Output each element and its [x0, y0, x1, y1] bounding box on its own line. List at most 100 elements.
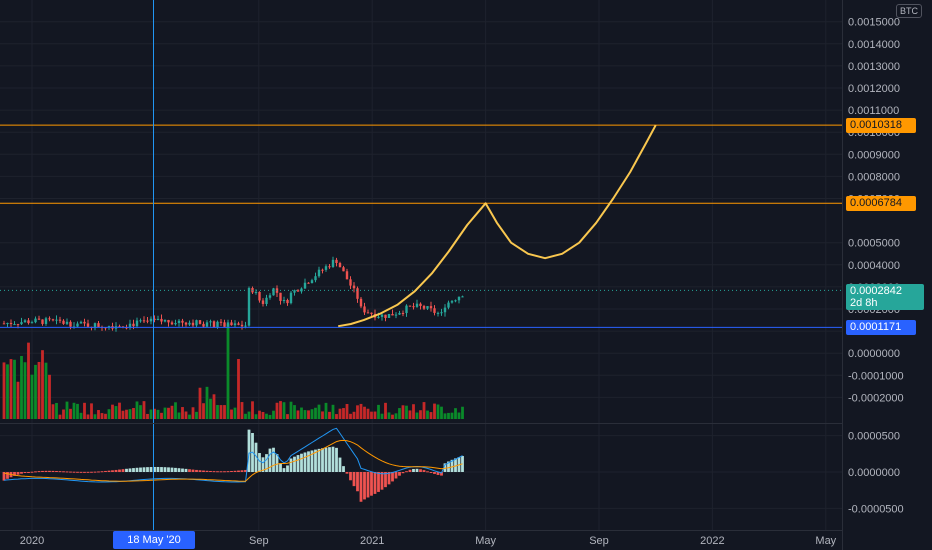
- volume-bar: [447, 412, 450, 419]
- volume-bar: [181, 407, 184, 419]
- volume-bar: [132, 408, 135, 419]
- time-axis[interactable]: 2020 Sep 2021 May Sep 2022 May: [20, 535, 837, 547]
- macd-histogram-bar: [205, 470, 209, 472]
- volume-bar: [188, 414, 191, 419]
- volume-bar: [324, 402, 328, 419]
- volume-bar: [41, 350, 44, 419]
- candle-body: [181, 320, 184, 323]
- volume-bar: [72, 402, 76, 419]
- macd-histogram-bar: [384, 472, 387, 488]
- macd-histogram-bar: [300, 453, 303, 472]
- price-tick-label: 0.0008000: [848, 171, 900, 183]
- volume-bar: [107, 409, 111, 419]
- macd-axis[interactable]: 0.0000500 0.0000000 -0.0000500: [848, 431, 904, 516]
- volume-bar: [377, 404, 380, 419]
- macd-histogram-bar: [408, 469, 412, 472]
- volume-bar: [13, 359, 16, 419]
- candle-body: [398, 312, 401, 315]
- macd-histogram-bar: [55, 470, 58, 472]
- volume-bar: [426, 410, 429, 419]
- candle-body: [104, 327, 107, 329]
- macd-histogram-bar: [139, 467, 142, 472]
- candle-body: [349, 279, 352, 286]
- candle-body: [205, 322, 209, 327]
- candle-body: [209, 321, 212, 323]
- macd-histogram-bar: [219, 471, 223, 473]
- candle-body: [174, 323, 177, 325]
- macd-histogram-bar: [307, 451, 310, 472]
- candle-body: [83, 321, 86, 324]
- candle-body: [55, 319, 58, 321]
- macd-histogram-bar: [48, 470, 51, 472]
- volume-bar: [153, 408, 156, 419]
- volume-bar: [300, 407, 303, 419]
- volume-bar: [202, 403, 205, 419]
- macd-histogram-bar: [261, 457, 265, 472]
- volume-bar: [356, 405, 359, 419]
- candle-body: [335, 259, 338, 264]
- macd-histogram-bar: [30, 471, 34, 473]
- candle-body: [139, 320, 142, 322]
- volume-bar: [237, 359, 240, 419]
- macd-histogram-bar: [370, 472, 373, 496]
- candle-body: [160, 318, 163, 322]
- volume-bar: [338, 408, 342, 419]
- volume-bar: [440, 406, 443, 419]
- price-tick-label: 0.0004000: [848, 260, 900, 272]
- time-tick-label: May: [815, 535, 836, 547]
- candle-body: [149, 318, 153, 322]
- macd-histogram-bar: [97, 471, 100, 473]
- candle-body: [352, 285, 356, 289]
- candle-body: [13, 324, 16, 326]
- candle-body: [51, 319, 55, 321]
- macd-histogram-bar: [156, 466, 160, 472]
- candle-body: [6, 322, 9, 324]
- macd-histogram-bar: [2, 472, 6, 481]
- volume-bar: [118, 402, 121, 419]
- volume-bar: [443, 413, 447, 419]
- macd-histogram-bar: [310, 450, 314, 472]
- volume-bar: [450, 412, 454, 419]
- macd-histogram-bar: [282, 468, 286, 472]
- candle-body: [293, 290, 296, 293]
- candle-body: [272, 288, 275, 296]
- volume-bar: [79, 412, 83, 419]
- candle-body: [380, 314, 384, 317]
- volume-bar: [97, 410, 100, 419]
- volume-bar: [429, 412, 433, 419]
- projection-path[interactable]: [338, 124, 657, 328]
- volume-bar: [422, 402, 426, 419]
- price-tick-label: 0.0013000: [848, 61, 900, 73]
- horizontal-line-price-label: 0.0006784: [846, 196, 916, 212]
- candle-body: [363, 306, 366, 313]
- candle-body: [457, 296, 461, 301]
- projection-curve[interactable]: [338, 124, 657, 328]
- macd-histogram-bar: [237, 470, 240, 472]
- time-tick-label: 2021: [360, 535, 384, 547]
- candle-body: [405, 305, 408, 314]
- macd-histogram-bar: [265, 454, 268, 472]
- horizontal-lines[interactable]: [0, 124, 842, 328]
- volume-bar: [111, 404, 114, 419]
- volume-bar: [398, 408, 401, 419]
- currency-badge[interactable]: BTC: [896, 4, 922, 18]
- volume-bar: [317, 404, 321, 419]
- volume-bar: [314, 407, 317, 419]
- candle-body: [233, 323, 237, 326]
- candle-body: [426, 306, 429, 309]
- candle-body: [23, 320, 27, 323]
- candle-body: [265, 297, 268, 304]
- macd-histogram-bar: [34, 471, 37, 473]
- macd-histogram-bar: [405, 471, 408, 473]
- macd-indicator: [2, 427, 464, 502]
- volume-bar: [272, 410, 275, 419]
- candle-body: [163, 320, 167, 322]
- time-tick-label: May: [475, 535, 496, 547]
- macd-histogram-bar: [240, 470, 244, 472]
- candle-body: [443, 307, 447, 313]
- time-tick-label: Sep: [589, 535, 609, 547]
- macd-histogram-bar: [419, 469, 422, 472]
- volume-bar: [296, 410, 300, 419]
- macd-histogram-bar: [296, 455, 300, 472]
